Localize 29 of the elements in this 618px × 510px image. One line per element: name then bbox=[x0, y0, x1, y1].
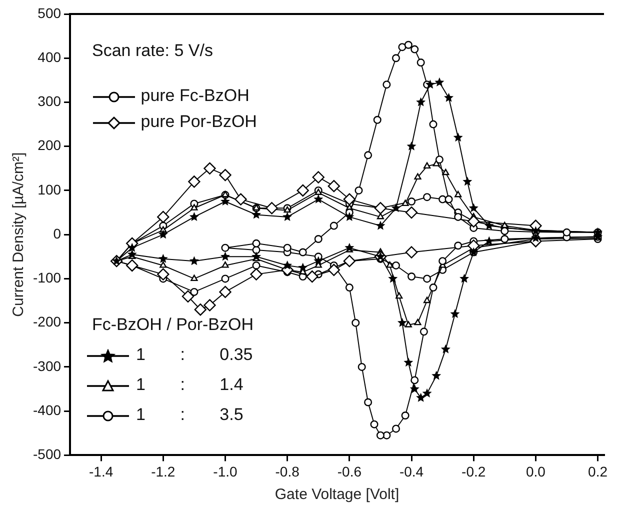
y-tick-label: -200 bbox=[32, 314, 62, 330]
x-tick-label: 0.2 bbox=[588, 463, 608, 480]
legend-title: Fc-BzOH / Por-BzOH bbox=[92, 315, 254, 336]
annotation: Scan rate: 5 V/s bbox=[92, 41, 213, 61]
x-tick-label: -1.4 bbox=[89, 463, 114, 480]
y-tick-label: 0 bbox=[53, 225, 62, 242]
legend-label: 1 : 1.4 bbox=[136, 375, 244, 394]
y-tick-label: -100 bbox=[32, 270, 62, 286]
legend-label: pure Por-BzOH bbox=[140, 112, 257, 131]
x-tick-label: -0.8 bbox=[275, 463, 300, 480]
x-tick-label: -0.2 bbox=[462, 463, 486, 480]
y-tick-label: 400 bbox=[38, 48, 62, 65]
x-tick-label: 0.0 bbox=[526, 463, 546, 480]
y-tick-label: 300 bbox=[38, 93, 62, 110]
legend-label: 1 : 0.35 bbox=[136, 345, 253, 364]
x-axis-title: Gate Voltage [Volt] bbox=[274, 486, 400, 504]
x-tick-label: -1.2 bbox=[151, 463, 176, 480]
y-tick-label: -500 bbox=[32, 446, 62, 462]
y-axis-title: Current Density [µA/cm²] bbox=[10, 152, 28, 317]
x-tick-label: -0.6 bbox=[337, 463, 362, 480]
legend-label: 1 : 3.5 bbox=[136, 405, 244, 424]
x-tick-label: -0.4 bbox=[399, 463, 424, 480]
y-tick-label: 200 bbox=[38, 137, 62, 154]
y-tick-label: -400 bbox=[32, 402, 62, 418]
y-tick-label: 500 bbox=[38, 4, 62, 21]
y-tick-label: 100 bbox=[38, 181, 62, 198]
legend-label: pure Fc-BzOH bbox=[140, 86, 250, 105]
y-tick-label: -300 bbox=[32, 358, 62, 374]
x-tick-label: -1.0 bbox=[213, 463, 238, 480]
